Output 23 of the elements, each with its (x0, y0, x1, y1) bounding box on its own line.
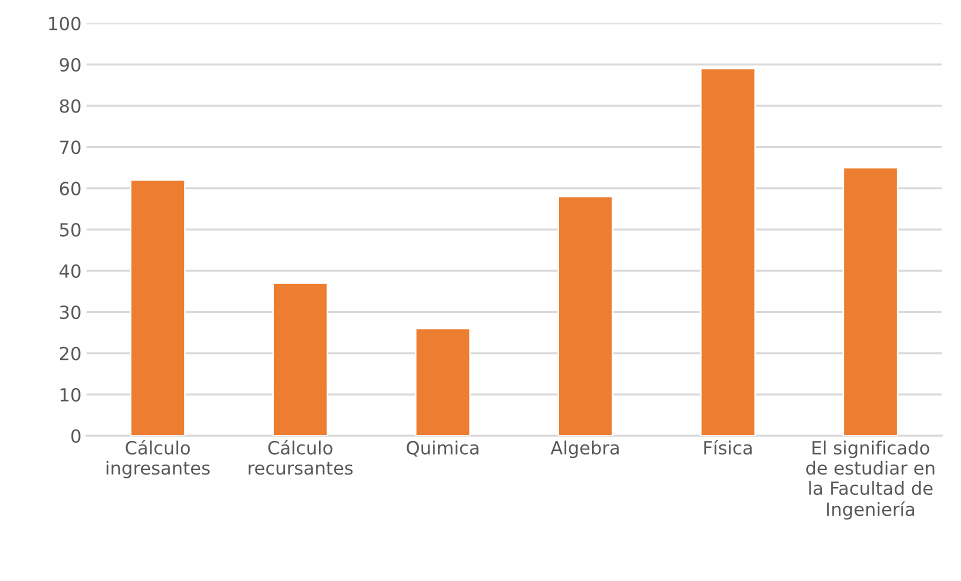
y-tick-label: 40 (60, 264, 80, 278)
y-tick-label: 50 (60, 222, 80, 237)
bar (700, 68, 756, 436)
x-tick-label: Algebra (550, 440, 619, 458)
y-tick-label: 30 (60, 305, 80, 320)
y-tick-label: 0 (71, 429, 80, 443)
bar (415, 328, 471, 436)
bar (558, 196, 614, 436)
bar (272, 282, 328, 436)
x-tick-label: Física (704, 440, 752, 455)
y-tick-label: 100 (49, 16, 80, 30)
x-tick-label: Quimica (406, 440, 478, 457)
x-tick-label: El significado de estudiar en la Facultad de Ingeniería (806, 440, 934, 520)
y-tick-label: 20 (60, 346, 80, 360)
x-tick-label: Cálculo recursantes (248, 440, 353, 475)
y-tick-label: 60 (60, 182, 80, 196)
y-tick-label: 70 (60, 140, 80, 154)
y-tick-label: 90 (60, 58, 80, 72)
y-tick-label: 80 (60, 99, 80, 113)
y-tick-label: 10 (60, 388, 80, 402)
bar (130, 179, 186, 436)
x-tick-label: Cálculo ingresantes (106, 440, 210, 478)
bar (842, 166, 898, 436)
